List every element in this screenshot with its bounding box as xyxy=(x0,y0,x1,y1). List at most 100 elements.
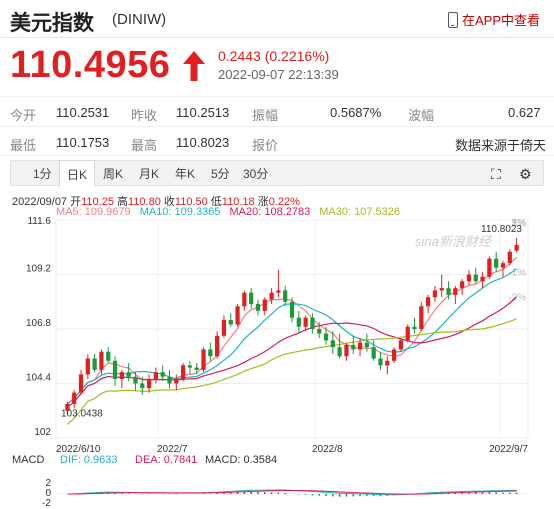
stat-value: 110.1753 xyxy=(56,135,110,150)
candle xyxy=(364,333,369,352)
candle-body xyxy=(119,372,124,379)
candle xyxy=(289,297,295,323)
tab-30min[interactable]: 30分 xyxy=(243,167,269,181)
data-source: 数据来源于倚天 xyxy=(455,138,547,153)
stat-label: 最高 xyxy=(131,138,158,153)
candle xyxy=(283,285,288,307)
tab-daily[interactable]: 日K xyxy=(59,160,96,186)
candle xyxy=(167,369,172,389)
candle-body xyxy=(480,276,485,282)
candle-body xyxy=(133,376,138,384)
candle xyxy=(146,374,152,393)
candle xyxy=(187,360,193,375)
y-tick-label: 106.8 xyxy=(26,318,51,329)
settings-icon[interactable]: ⚙ xyxy=(519,166,532,182)
candle xyxy=(235,304,240,327)
candle-body xyxy=(201,349,206,370)
candle xyxy=(65,401,70,415)
y-tick-label: 102 xyxy=(34,427,51,438)
open-in-app-button[interactable]: 在APP中查看 xyxy=(447,10,540,29)
candle xyxy=(460,279,465,295)
candle xyxy=(432,285,438,302)
candle-body xyxy=(112,360,118,379)
candle-body xyxy=(473,274,478,282)
candle-body xyxy=(385,360,390,366)
tab-1min[interactable]: 1分 xyxy=(33,167,52,181)
stats-table: 今开 110.2531 昨收 110.2513 振幅 0.5687% 波幅 0.… xyxy=(0,96,554,156)
candle xyxy=(446,281,451,300)
candle xyxy=(480,272,485,289)
candle-body xyxy=(323,333,329,341)
candle-body xyxy=(364,342,369,348)
macd-tick-label: 0 xyxy=(45,488,51,499)
candle-body xyxy=(140,383,145,389)
stat-value: 110.2531 xyxy=(56,105,110,120)
candle-body xyxy=(432,290,438,298)
candle-body xyxy=(500,263,506,268)
candle xyxy=(398,338,404,352)
fullscreen-icon[interactable]: ⛶ xyxy=(491,166,501,182)
candle xyxy=(126,363,131,382)
candle xyxy=(194,363,199,375)
candle-body xyxy=(514,244,519,251)
watermark: sina新浪财经 xyxy=(415,234,493,249)
stat-label: 昨收 xyxy=(131,108,158,123)
y-tick-label: 104.4 xyxy=(26,373,51,384)
index-title: 美元指数 xyxy=(10,12,94,35)
candle-body xyxy=(262,299,267,311)
candle-body xyxy=(153,372,158,379)
tab-5min[interactable]: 5分 xyxy=(211,167,230,181)
tab-weekly[interactable]: 周K xyxy=(103,167,124,181)
candle xyxy=(337,333,342,359)
candle-body xyxy=(249,292,254,305)
stats-row: 最低 110.1753 最高 110.8023 报价 数据来源于倚天 xyxy=(0,126,554,156)
x-tick-label: 2022/8 xyxy=(312,444,343,455)
candle xyxy=(208,342,213,361)
candle xyxy=(276,269,281,298)
candle xyxy=(255,299,261,316)
y-tick-label-right: -2% xyxy=(508,293,526,304)
high-marker: 110.8023 xyxy=(481,224,522,235)
candle-body xyxy=(276,290,281,293)
candle xyxy=(439,274,444,298)
y-tick-label-right: -1% xyxy=(508,268,526,279)
macd-tick-label: 2 xyxy=(45,478,51,489)
tab-yearly[interactable]: 年K xyxy=(175,167,196,181)
candle xyxy=(473,267,478,284)
y-tick-label-right: 5% xyxy=(512,218,527,229)
candle xyxy=(419,301,424,332)
candle-body xyxy=(106,351,111,361)
candle-body xyxy=(337,347,342,357)
bar-date: 2022/09/07 xyxy=(12,196,68,208)
candle xyxy=(385,356,390,375)
candle-body xyxy=(85,358,90,375)
low-label: 低 xyxy=(210,196,222,208)
phone-icon xyxy=(447,11,458,28)
candle xyxy=(153,367,158,384)
stat-label: 振幅 xyxy=(252,108,279,123)
candle-body xyxy=(330,340,335,348)
candle-body xyxy=(378,358,383,366)
ma5-value: MA5: 109.9679 xyxy=(56,206,131,218)
candle-body xyxy=(92,358,97,370)
candle-body xyxy=(507,251,512,264)
x-tick-label: 2022/9/7 xyxy=(489,444,528,455)
stat-value: 0.5687% xyxy=(330,105,382,120)
macd-tick-label: -2 xyxy=(42,498,51,509)
candle-body xyxy=(160,372,165,377)
candle xyxy=(112,356,118,386)
tab-monthly[interactable]: 月K xyxy=(139,167,160,181)
candle xyxy=(242,290,247,311)
candle-body xyxy=(446,288,451,295)
candle-body xyxy=(303,317,308,327)
candle xyxy=(160,365,165,382)
candle-body xyxy=(453,288,458,295)
candle-body xyxy=(371,347,376,359)
candle-body xyxy=(215,335,220,357)
y-tick-label: 111.6 xyxy=(27,216,51,227)
stat-label: 报价 xyxy=(252,138,279,153)
candle-body xyxy=(391,349,397,361)
y-tick-label-right: 7% xyxy=(512,218,527,229)
candle-body xyxy=(317,329,322,334)
